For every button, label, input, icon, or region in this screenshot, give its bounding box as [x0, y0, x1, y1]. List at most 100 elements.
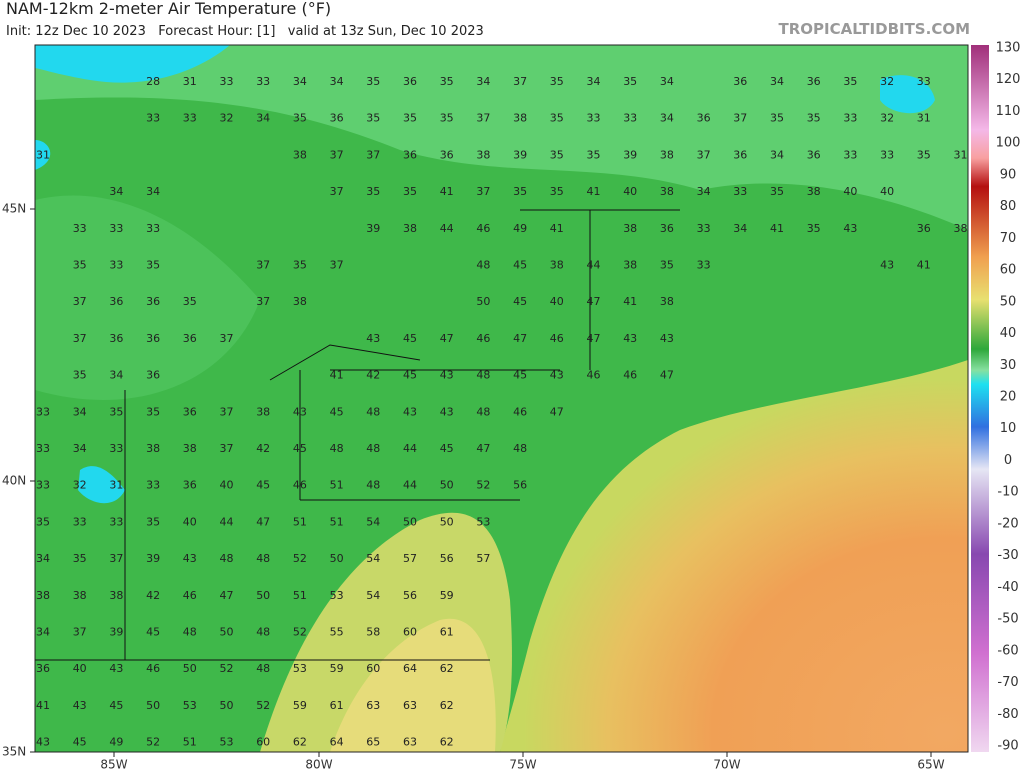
colorbar-label: 120 — [996, 72, 1021, 87]
station-temperature: 38 — [183, 442, 197, 455]
station-temperature: 37 — [256, 259, 270, 272]
station-temperature: 48 — [366, 479, 380, 492]
station-temperature: 43 — [660, 332, 674, 345]
station-temperature: 39 — [109, 626, 123, 639]
station-temperature: 36 — [807, 148, 821, 161]
station-temperature: 62 — [440, 662, 454, 675]
station-temperature: 38 — [293, 148, 307, 161]
station-temperature: 43 — [183, 552, 197, 565]
station-temperature: 46 — [476, 222, 490, 235]
station-temperature: 28 — [146, 75, 160, 88]
station-temperature: 35 — [73, 552, 87, 565]
station-temperature: 41 — [917, 259, 931, 272]
station-temperature: 65 — [366, 736, 380, 749]
station-temperature: 33 — [587, 112, 601, 125]
station-temperature: 36 — [330, 112, 344, 125]
title: NAM-12km 2-meter Air Temperature (°F) — [6, 0, 331, 18]
station-temperature: 35 — [366, 112, 380, 125]
station-temperature: 40 — [220, 479, 234, 492]
station-temperature: 38 — [256, 405, 270, 418]
station-temperature: 37 — [476, 185, 490, 198]
lon-label: 65W — [917, 758, 944, 772]
station-temperature: 37 — [256, 295, 270, 308]
station-temperature: 35 — [770, 185, 784, 198]
station-temperature: 36 — [109, 332, 123, 345]
station-temperature: 36 — [733, 75, 747, 88]
station-temperature: 45 — [513, 259, 527, 272]
station-temperature: 33 — [733, 185, 747, 198]
station-temperature: 52 — [146, 736, 160, 749]
lat-label: 35N — [2, 745, 26, 759]
station-temperature: 51 — [293, 515, 307, 528]
station-temperature: 36 — [109, 295, 123, 308]
station-temperature: 33 — [697, 222, 711, 235]
station-temperature: 42 — [256, 442, 270, 455]
station-temperature: 45 — [330, 405, 344, 418]
station-temperature: 45 — [440, 442, 454, 455]
station-temperature: 38 — [36, 589, 50, 602]
station-temperature: 50 — [330, 552, 344, 565]
station-temperature: 33 — [73, 515, 87, 528]
station-temperature: 46 — [550, 332, 564, 345]
station-temperature: 34 — [36, 552, 50, 565]
lake — [880, 75, 935, 114]
colorbar-label: 30 — [1000, 358, 1017, 373]
lat-label: 40N — [2, 474, 26, 488]
station-temperature: 35 — [917, 148, 931, 161]
station-temperature: 41 — [330, 369, 344, 382]
station-temperature: 62 — [293, 736, 307, 749]
station-temperature: 44 — [403, 442, 417, 455]
station-temperature: 37 — [73, 626, 87, 639]
colorbar-label: 110 — [996, 104, 1021, 119]
station-temperature: 48 — [256, 552, 270, 565]
station-temperature: 37 — [330, 185, 344, 198]
station-temperature: 33 — [109, 442, 123, 455]
station-temperature: 50 — [476, 295, 490, 308]
station-temperature: 56 — [403, 589, 417, 602]
station-temperature: 33 — [623, 112, 637, 125]
station-temperature: 36 — [440, 148, 454, 161]
station-temperature: 37 — [476, 112, 490, 125]
station-temperature: 35 — [366, 185, 380, 198]
station-temperature: 50 — [256, 589, 270, 602]
station-temperature: 37 — [73, 332, 87, 345]
station-temperature: 34 — [109, 185, 123, 198]
station-temperature: 33 — [697, 259, 711, 272]
station-temperature: 36 — [403, 148, 417, 161]
station-temperature: 36 — [36, 662, 50, 675]
station-temperature: 60 — [256, 736, 270, 749]
station-temperature: 34 — [293, 75, 307, 88]
colorbar-label: 50 — [1000, 294, 1017, 309]
station-temperature: 38 — [73, 589, 87, 602]
station-temperature: 34 — [476, 75, 490, 88]
station-temperature: 33 — [109, 222, 123, 235]
station-temperature: 54 — [366, 589, 380, 602]
station-temperature: 35 — [843, 75, 857, 88]
station-temperature: 34 — [770, 148, 784, 161]
station-temperature: 35 — [403, 185, 417, 198]
station-temperature: 47 — [587, 332, 601, 345]
station-temperature: 37 — [697, 148, 711, 161]
station-temperature: 34 — [330, 75, 344, 88]
station-temperature: 39 — [513, 148, 527, 161]
station-temperature: 45 — [403, 332, 417, 345]
station-temperature: 34 — [660, 75, 674, 88]
station-temperature: 34 — [109, 369, 123, 382]
borders — [269, 209, 680, 501]
station-temperature: 48 — [366, 442, 380, 455]
station-temperature: 51 — [330, 479, 344, 492]
colorbar-label: -80 — [997, 707, 1018, 722]
station-temperature: 59 — [330, 662, 344, 675]
lat-label: 45N — [2, 202, 26, 216]
station-temperature: 33 — [36, 442, 50, 455]
station-temperature: 58 — [366, 626, 380, 639]
station-temperature: 35 — [440, 112, 454, 125]
station-temperature: 40 — [880, 185, 894, 198]
station-temperature: 42 — [366, 369, 380, 382]
colorbar-label: -90 — [997, 739, 1018, 754]
colorbar-label: -20 — [997, 516, 1018, 531]
station-temperature: 43 — [440, 405, 454, 418]
station-temperature: 34 — [733, 222, 747, 235]
station-temperature: 43 — [440, 369, 454, 382]
station-temperature: 31 — [109, 479, 123, 492]
